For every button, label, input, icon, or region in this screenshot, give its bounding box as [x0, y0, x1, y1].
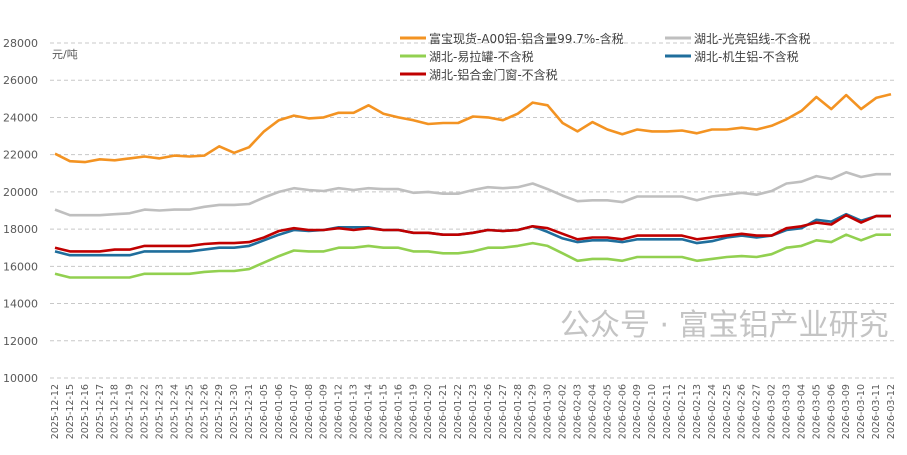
x-tick-label: 2026-01-13: [349, 384, 360, 439]
x-tick-label: 2026-03-11: [871, 384, 882, 439]
x-tick-label: 2026-03-10: [856, 384, 867, 439]
legend-label: 湖北-易拉罐-不含税: [429, 49, 534, 64]
x-tick-label: 2026-03-02: [767, 384, 778, 439]
x-tick-label: 2026-01-07: [289, 384, 300, 439]
x-tick-label: 2026-01-29: [528, 384, 539, 439]
x-tick-label: 2026-01-15: [378, 384, 389, 439]
x-tick-label: 2026-01-22: [453, 384, 464, 439]
x-tick-label: 2026-01-20: [423, 384, 434, 439]
series-line: [54, 233, 891, 279]
y-tick-label: 28000: [3, 37, 38, 50]
x-tick-label: 2025-12-30: [229, 384, 240, 439]
x-tick-label: 2026-02-06: [617, 384, 628, 439]
x-tick-label: 2026-02-24: [707, 384, 718, 439]
x-tick-label: 2026-02-13: [692, 384, 703, 439]
x-tick-label: 2026-01-09: [319, 384, 330, 439]
x-tick-label: 2026-02-12: [677, 384, 688, 439]
x-tick-label: 2025-12-24: [169, 384, 180, 439]
x-tick-label: 2025-12-23: [155, 384, 166, 439]
x-tick-label: 2026-01-28: [513, 384, 524, 439]
x-tick-label: 2026-01-16: [393, 384, 404, 439]
x-tick-label: 2025-12-19: [125, 384, 136, 439]
x-tick-label: 2026-03-04: [796, 384, 807, 439]
x-tick-label: 2026-02-10: [647, 384, 658, 439]
x-tick-label: 2026-01-08: [304, 384, 315, 439]
x-tick-label: 2026-03-05: [811, 384, 822, 439]
series-line: [54, 92, 892, 164]
y-tick-label: 16000: [3, 260, 38, 273]
y-tick-label: 12000: [3, 335, 38, 348]
x-tick-label: 2025-12-29: [214, 384, 225, 439]
x-tick-label: 2026-03-12: [886, 384, 897, 439]
x-tick-label: 2025-12-12: [50, 384, 61, 439]
x-tick-label: 2025-12-22: [140, 384, 151, 439]
unit-label: 元/吨: [52, 48, 78, 61]
x-tick-label: 2026-01-21: [438, 384, 449, 439]
y-tick-label: 22000: [3, 149, 38, 162]
x-axis-ticks: 2025-12-12 2025-12-15 2025-12-16 2025-12-17…: [50, 384, 897, 439]
y-tick-label: 24000: [3, 111, 38, 124]
x-tick-label: 2026-02-03: [573, 384, 584, 439]
x-tick-label: 2026-02-09: [632, 384, 643, 439]
x-tick-label: 2025-12-26: [199, 384, 210, 439]
y-tick-label: 14000: [3, 298, 38, 311]
x-tick-label: 2026-01-12: [334, 384, 345, 439]
x-tick-label: 2026-01-19: [408, 384, 419, 439]
x-tick-label: 2026-01-30: [543, 384, 554, 439]
watermark: 公众号 · 富宝铝产业研究: [560, 308, 889, 343]
x-tick-label: 2025-12-15: [65, 384, 76, 439]
series-line: [54, 213, 891, 253]
legend-label: 湖北-机生铝-不含税: [694, 49, 799, 64]
x-tick-label: 2026-03-06: [826, 384, 837, 439]
legend-label: 富宝现货-A00铝-铝含量99.7%-含税: [429, 31, 624, 46]
x-tick-label: 2025-12-17: [95, 384, 106, 439]
legend-label: 湖北-光亮铝线-不含税: [694, 31, 811, 46]
legend-label: 湖北-铝合金门窗-不含税: [429, 67, 558, 82]
legend: 富宝现货-A00铝-铝含量99.7%-含税 湖北-光亮铝线-不含税湖北-易拉罐-不…: [400, 31, 811, 82]
y-axis-ticks: 10000 12000 14000 16000 18000 20000 22000 24000…: [3, 37, 38, 385]
x-tick-label: 2026-02-27: [752, 384, 763, 439]
x-tick-label: 2025-12-25: [184, 384, 195, 439]
x-tick-label: 2026-02-25: [722, 384, 733, 439]
x-tick-label: 2026-01-05: [259, 384, 270, 439]
series-line: [54, 171, 891, 217]
x-tick-label: 2026-02-04: [587, 384, 598, 439]
x-tick-label: 2026-01-06: [274, 384, 285, 439]
x-tick-label: 2026-03-09: [841, 384, 852, 439]
x-tick-label: 2025-12-18: [110, 384, 121, 439]
y-tick-label: 10000: [3, 372, 38, 385]
x-tick-label: 2026-01-27: [498, 384, 509, 439]
x-tick-label: 2026-01-14: [364, 384, 375, 439]
x-tick-label: 2026-02-26: [737, 384, 748, 439]
x-tick-label: 2026-02-05: [602, 384, 613, 439]
x-tick-label: 2026-01-26: [483, 384, 494, 439]
y-tick-label: 26000: [3, 74, 38, 87]
x-tick-label: 2026-02-02: [558, 384, 569, 439]
y-tick-label: 20000: [3, 186, 38, 199]
x-tick-label: 2026-02-11: [662, 384, 673, 439]
y-tick-label: 18000: [3, 223, 38, 236]
series-lines: [54, 92, 892, 279]
x-tick-label: 2026-01-23: [468, 384, 479, 439]
x-tick-label: 2025-12-16: [80, 384, 91, 439]
x-tick-label: 2025-12-31: [244, 384, 255, 439]
x-tick-label: 2026-03-03: [782, 384, 793, 439]
